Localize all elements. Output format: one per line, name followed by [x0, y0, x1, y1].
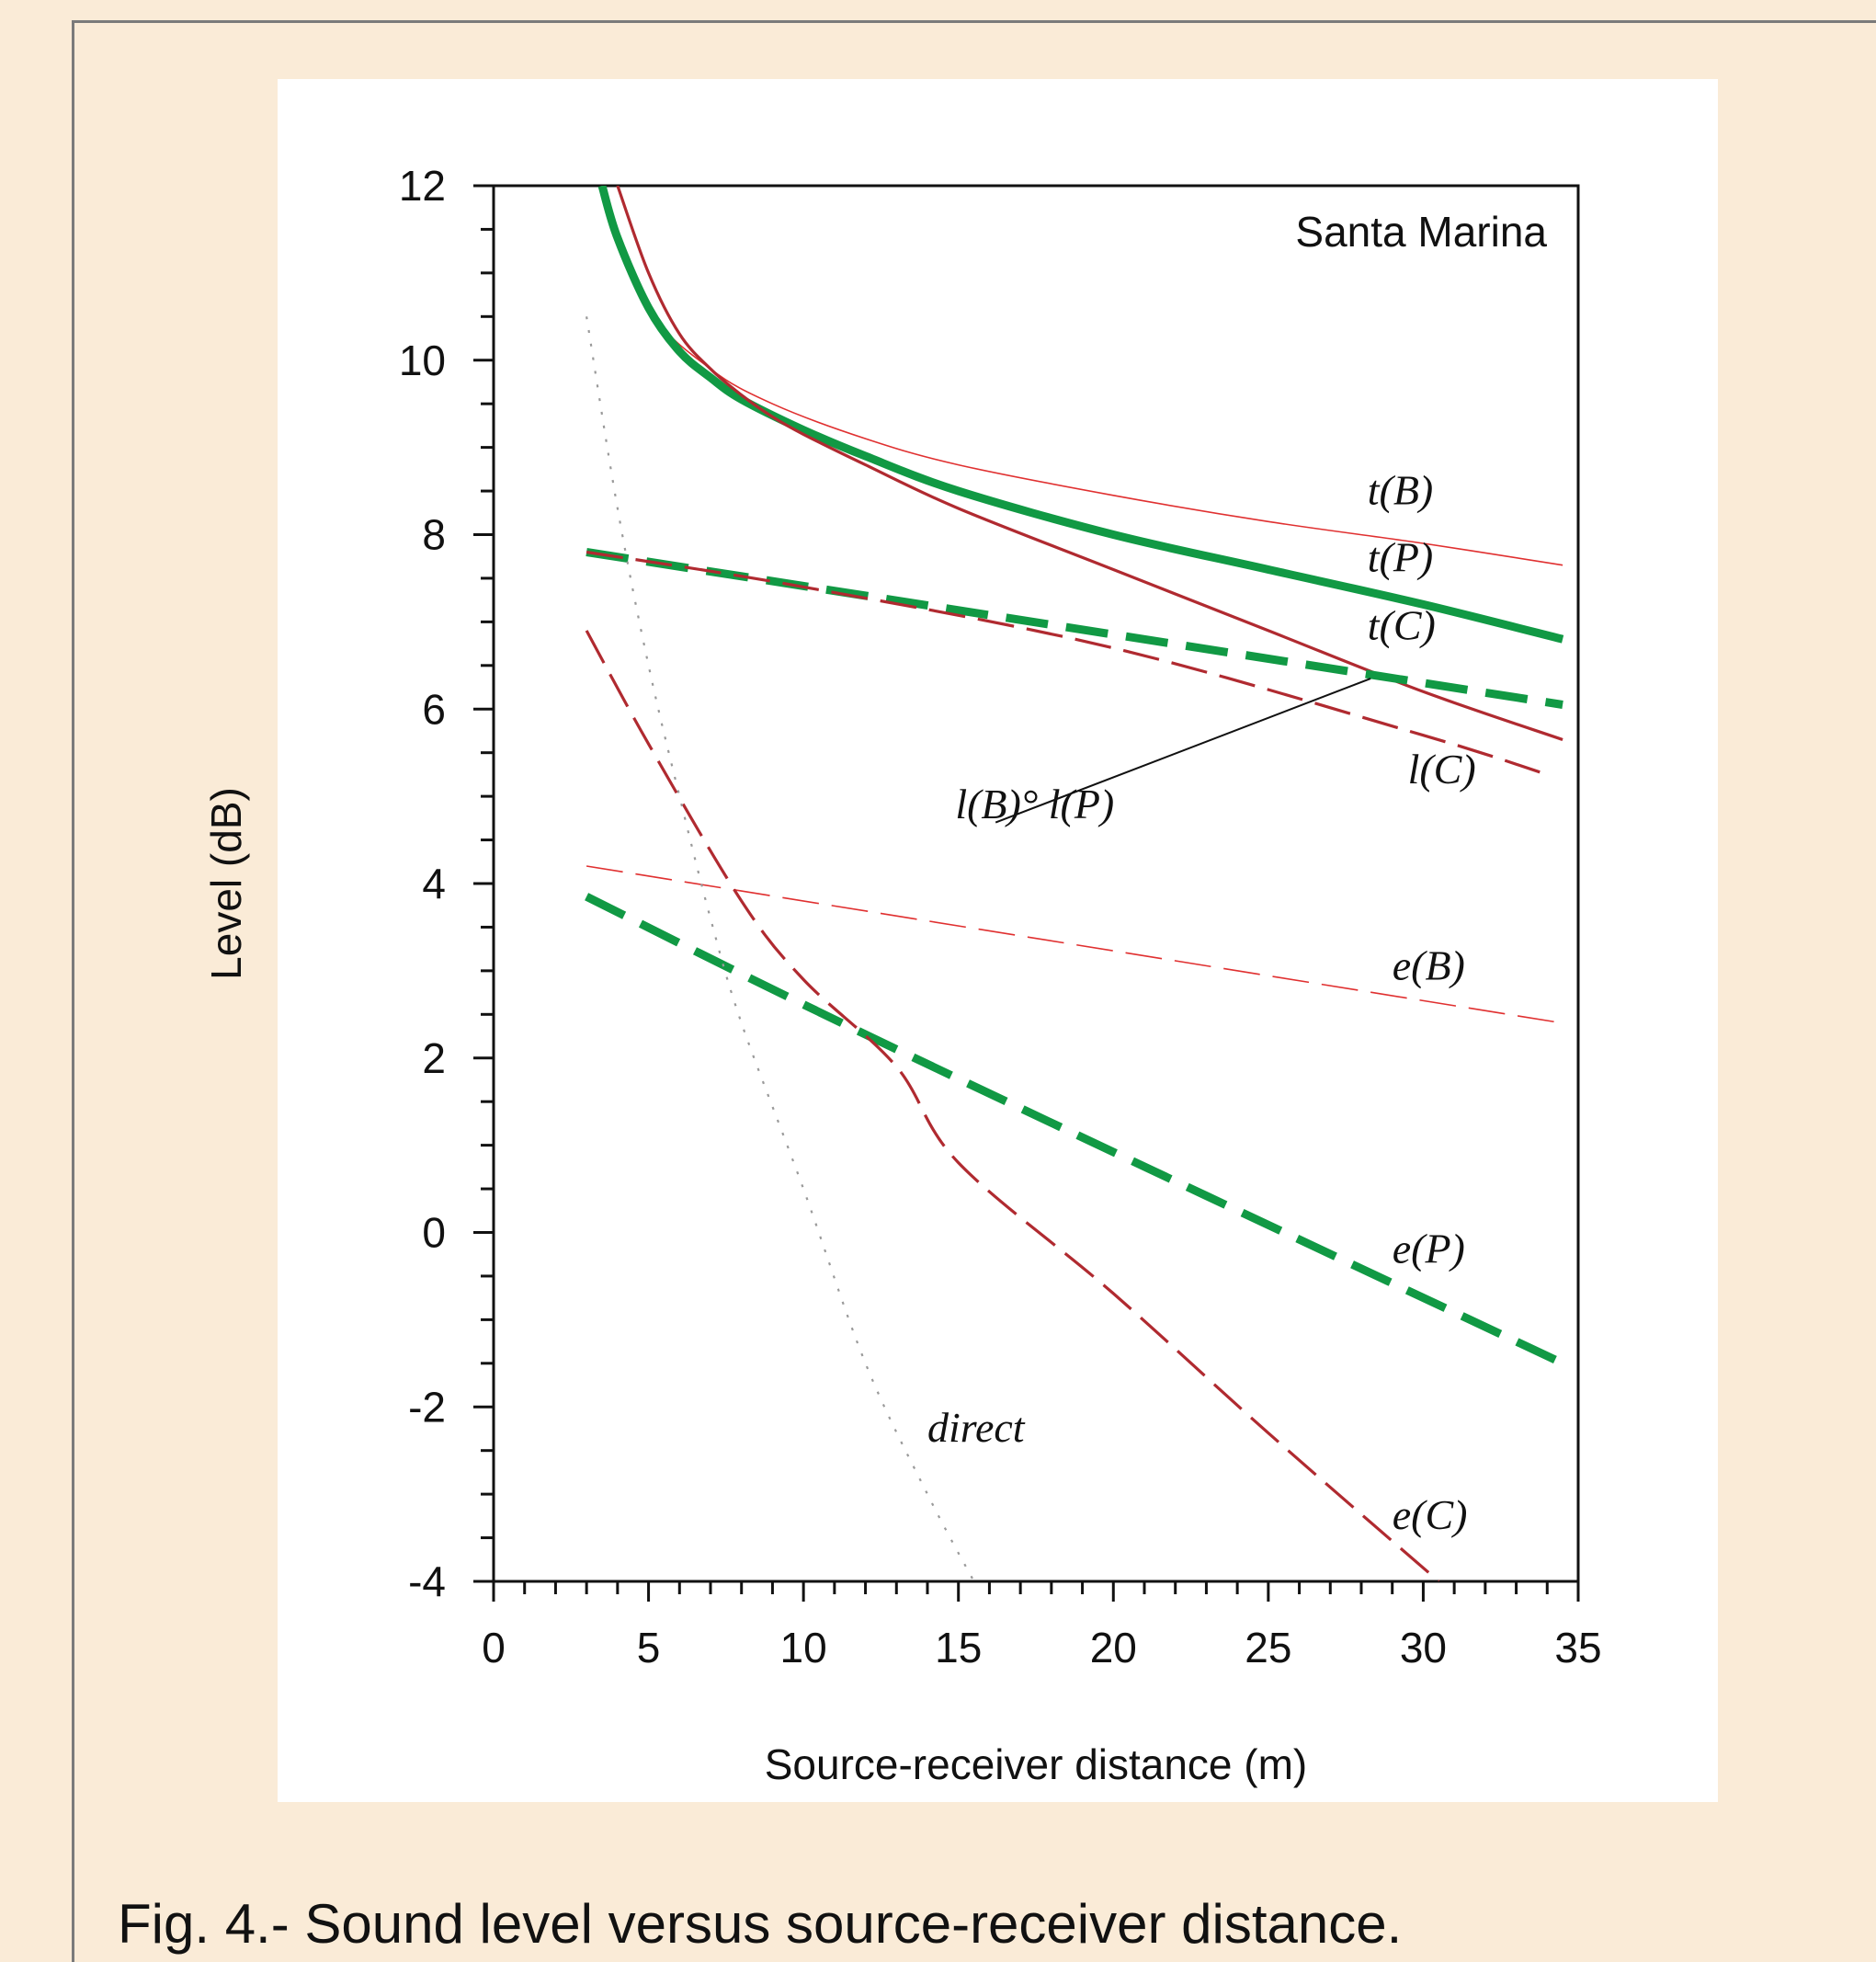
- series-line-e-b: [586, 865, 1563, 1024]
- series-annotation: e(B): [1393, 941, 1465, 988]
- y-tick-label: 10: [399, 337, 446, 384]
- series-annotation: e(P): [1393, 1226, 1465, 1272]
- series-line-t-b: [601, 186, 1563, 566]
- chart-title: Santa Marina: [1295, 208, 1547, 256]
- y-tick-label: 4: [422, 860, 446, 907]
- series-annotation: t(C): [1368, 601, 1436, 648]
- x-tick-label: 0: [482, 1624, 506, 1671]
- series-annotation: t(P): [1368, 533, 1434, 580]
- y-tick-label: 0: [422, 1209, 446, 1257]
- y-tick-label: -2: [408, 1383, 446, 1431]
- x-tick-label: 20: [1090, 1624, 1137, 1671]
- series-line-l-c: [586, 550, 1548, 776]
- series-line-e-c: [585, 630, 1440, 1581]
- annotation-leader-line: [995, 678, 1371, 824]
- series-annotation: l(B)° l(P): [955, 781, 1114, 827]
- series-annotation: l(C): [1408, 746, 1476, 793]
- x-tick-label: 5: [637, 1624, 661, 1671]
- series-line-t-c: [616, 186, 1563, 742]
- series-annotation: e(C): [1393, 1491, 1468, 1538]
- x-tick-label: 30: [1400, 1624, 1447, 1671]
- x-tick-label: 10: [780, 1624, 827, 1671]
- plot-area-frame: [492, 184, 1580, 1583]
- y-tick-label: 12: [399, 162, 446, 210]
- plot-panel: [278, 79, 1718, 1802]
- series-annotation: direct: [927, 1404, 1026, 1451]
- series-line-e-p: [585, 893, 1565, 1367]
- series-line-t-p: [597, 186, 1564, 644]
- x-tick-label: 35: [1554, 1624, 1601, 1671]
- figure-frame: [72, 20, 1876, 1962]
- y-tick-label: 8: [422, 511, 446, 559]
- y-tick-label: -4: [408, 1557, 446, 1605]
- x-tick-label: 25: [1245, 1624, 1291, 1671]
- series-annotation: t(B): [1368, 466, 1434, 513]
- series-line-l-b-l-p: [586, 548, 1563, 709]
- y-tick-label: 6: [422, 685, 446, 733]
- x-tick-label: 15: [935, 1624, 982, 1671]
- y-axis-label: Level (dB): [202, 787, 250, 980]
- x-axis-label: Source-receiver distance (m): [765, 1740, 1308, 1788]
- figure-caption: Fig. 4.- Sound level versus source-recei…: [118, 1893, 1403, 1955]
- series-line-direct: [586, 316, 975, 1581]
- y-tick-label: 2: [422, 1034, 446, 1082]
